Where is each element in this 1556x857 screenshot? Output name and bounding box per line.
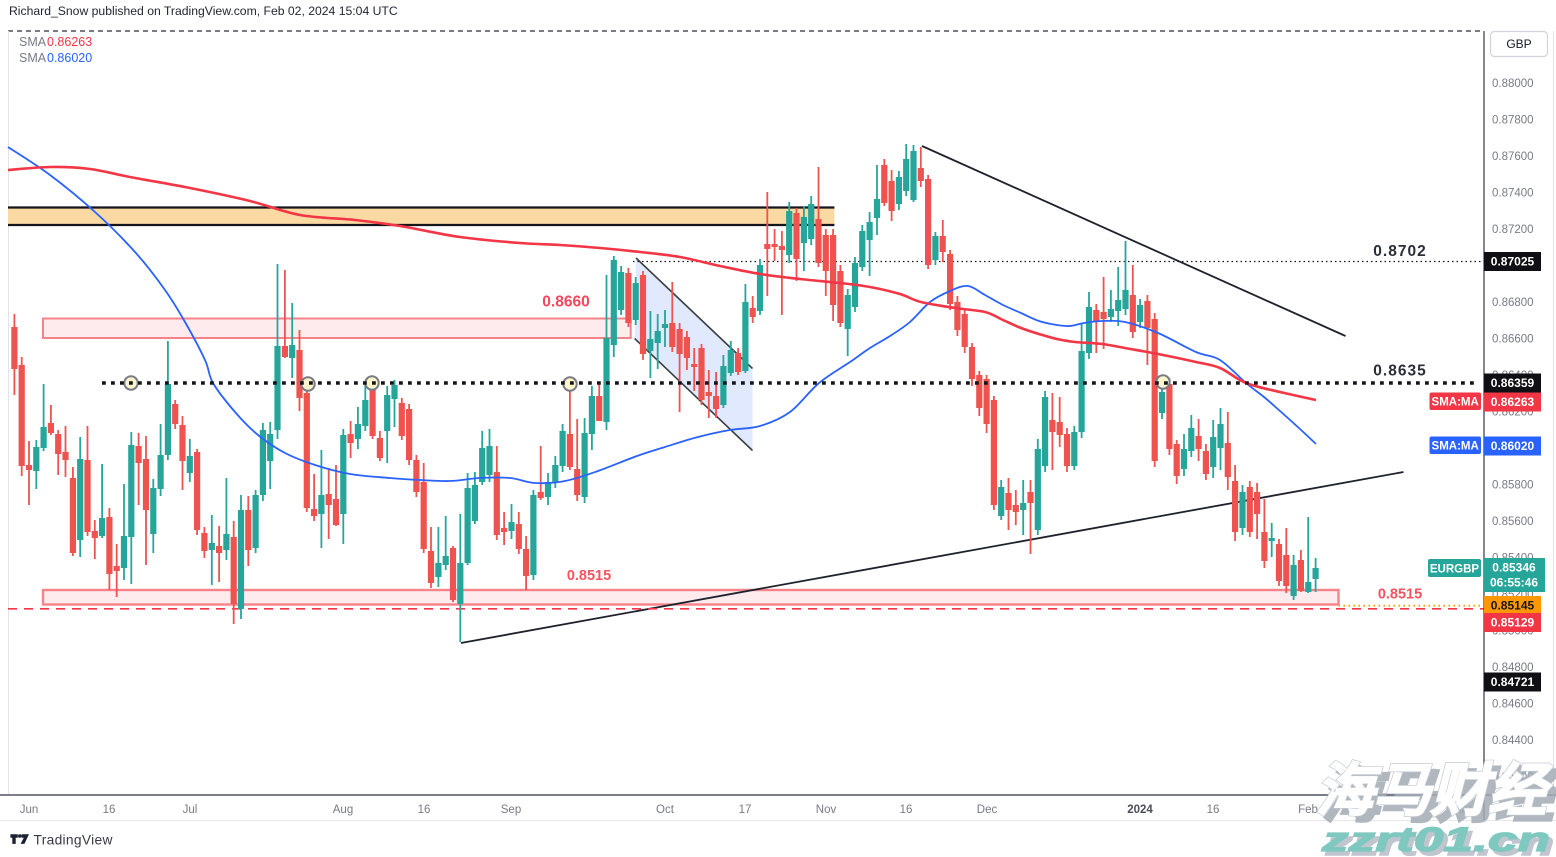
- svg-text:0.84600: 0.84600: [1492, 699, 1534, 711]
- svg-text:0.84721: 0.84721: [1491, 675, 1535, 689]
- svg-text:0.88000: 0.88000: [1492, 78, 1534, 90]
- svg-text:0.85129: 0.85129: [1491, 616, 1535, 630]
- svg-text:0.87025: 0.87025: [1491, 255, 1535, 269]
- svg-text:TradingView: TradingView: [34, 833, 113, 848]
- svg-text:SMA: SMA: [19, 51, 47, 65]
- svg-text:0.85800: 0.85800: [1492, 480, 1534, 492]
- svg-text:Richard_Snow published on Trad: Richard_Snow published on TradingView.co…: [9, 4, 398, 18]
- svg-text:0.8515: 0.8515: [1378, 587, 1422, 603]
- svg-text:0.87600: 0.87600: [1492, 151, 1534, 163]
- svg-text:Nov: Nov: [816, 804, 837, 816]
- svg-text:SMA:MA: SMA:MA: [1432, 397, 1479, 409]
- svg-text:Feb: Feb: [1298, 804, 1318, 816]
- svg-text:16: 16: [418, 804, 431, 816]
- svg-text:0.86263: 0.86263: [47, 35, 92, 49]
- svg-text:16: 16: [1207, 804, 1220, 816]
- svg-text:Aug: Aug: [333, 804, 353, 816]
- svg-text:0.84400: 0.84400: [1492, 735, 1534, 747]
- svg-text:0.8660: 0.8660: [542, 294, 589, 311]
- svg-text:Sep: Sep: [501, 804, 521, 816]
- svg-text:EURGBP: EURGBP: [1430, 564, 1480, 576]
- svg-text:0.87200: 0.87200: [1492, 224, 1534, 236]
- svg-text:SMA: SMA: [19, 35, 47, 49]
- svg-text:0.85346: 0.85346: [1492, 561, 1536, 575]
- svg-text:0.84200: 0.84200: [1492, 772, 1534, 784]
- svg-text:zzrt01.cn: zzrt01.cn: [1320, 821, 1550, 857]
- svg-text:Oct: Oct: [656, 804, 675, 816]
- svg-text:0.87800: 0.87800: [1492, 115, 1534, 127]
- svg-text:06:55:46: 06:55:46: [1490, 576, 1538, 590]
- svg-text:Dec: Dec: [977, 804, 998, 816]
- svg-text:海马财经: 海马财经: [1316, 759, 1553, 823]
- svg-text:0.86800: 0.86800: [1492, 297, 1534, 309]
- svg-text:0.86020: 0.86020: [47, 51, 92, 65]
- svg-text:0.85145: 0.85145: [1491, 599, 1535, 613]
- svg-text:海马财经: 海马财经: [1316, 759, 1553, 823]
- svg-text:0.8515: 0.8515: [567, 568, 611, 584]
- svg-text:GBP: GBP: [1506, 37, 1531, 51]
- svg-text:0.85600: 0.85600: [1492, 516, 1534, 528]
- svg-text:海马财经: 海马财经: [1323, 765, 1556, 829]
- svg-text:Mar: Mar: [1452, 804, 1472, 816]
- svg-text:16: 16: [103, 804, 116, 816]
- svg-text:SMA:MA: SMA:MA: [1432, 441, 1479, 453]
- svg-text:0.86020: 0.86020: [1491, 439, 1535, 453]
- svg-text:0.84800: 0.84800: [1492, 662, 1534, 674]
- svg-text:17: 17: [739, 804, 752, 816]
- svg-text:zzrt01.cn: zzrt01.cn: [1324, 825, 1554, 857]
- svg-text:0.86263: 0.86263: [1491, 395, 1535, 409]
- svg-text:0.8702: 0.8702: [1373, 243, 1426, 260]
- svg-text:0.87400: 0.87400: [1492, 188, 1534, 200]
- svg-text:16: 16: [900, 804, 913, 816]
- svg-text:0.8635: 0.8635: [1373, 363, 1426, 380]
- svg-text:0.86600: 0.86600: [1492, 334, 1534, 346]
- svg-text:0.86359: 0.86359: [1491, 376, 1535, 390]
- svg-text:Jun: Jun: [20, 804, 39, 816]
- svg-text:2024: 2024: [1127, 804, 1153, 816]
- svg-text:Jul: Jul: [183, 804, 198, 816]
